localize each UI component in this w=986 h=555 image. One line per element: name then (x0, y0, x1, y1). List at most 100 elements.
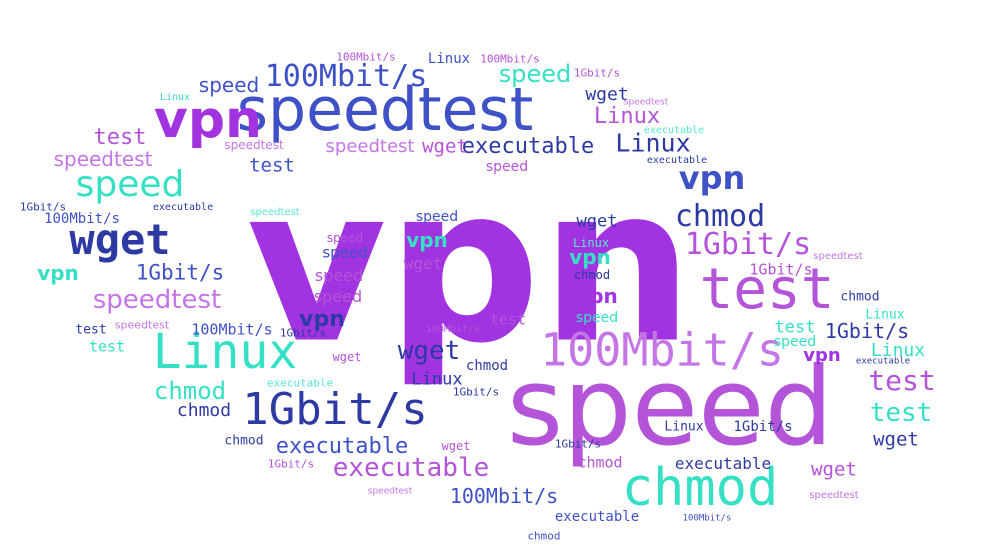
cloud-word-1gbit-s: 1Gbit/s (684, 227, 812, 262)
cloud-word-vpn: vpn (803, 345, 841, 366)
cloud-word-linux: Linux (865, 307, 905, 323)
cloud-word-100mbit-s: 100Mbit/s (425, 324, 481, 335)
cloud-word-vpn: vpn (299, 307, 345, 332)
cloud-word-speedtest: speedtest (236, 75, 534, 145)
cloud-word-chmod: chmod (621, 458, 779, 518)
cloud-word-executable: executable (275, 434, 409, 459)
cloud-word-1gbit-s: 1Gbit/s (267, 457, 315, 471)
cloud-word-test: test (75, 322, 107, 338)
cloud-word-linux: Linux (152, 324, 298, 380)
cloud-word-speedtest: speedtest (809, 490, 859, 501)
cloud-word-linux: Linux (411, 369, 463, 390)
cloud-word-test: test (869, 398, 933, 428)
cloud-word-linux: Linux (427, 51, 471, 67)
cloud-word-1gbit-s: 1Gbit/s (554, 437, 602, 451)
cloud-word-1gbit-s: 1Gbit/s (19, 200, 67, 214)
cloud-word-1gbit-s: 1Gbit/s (824, 319, 910, 343)
cloud-word-wget: wget (422, 135, 468, 158)
cloud-word-vpn: vpn (246, 139, 694, 391)
cloud-word-speed: speed (415, 209, 459, 225)
cloud-word-speed: speed (322, 243, 368, 262)
cloud-word-speed: speed (326, 231, 364, 245)
cloud-word-chmod: chmod (153, 377, 227, 405)
cloud-word-speedtest: speedtest (325, 136, 415, 157)
cloud-word-vpn: vpn (153, 90, 263, 150)
cloud-word-executable: executable (266, 376, 334, 390)
cloud-word-vpn: vpn (569, 245, 611, 269)
cloud-word-chmod: chmod (674, 199, 766, 234)
cloud-word-executable: executable (461, 134, 595, 159)
cloud-word-100mbit-s: 100Mbit/s (191, 320, 273, 339)
cloud-word-vpn: vpn (37, 261, 79, 285)
cloud-word-1gbit-s: 1Gbit/s (279, 326, 327, 340)
cloud-word-speedtest: speedtest (224, 138, 284, 152)
cloud-word-linux: Linux (870, 340, 926, 361)
cloud-word-vpn: vpn (678, 159, 746, 197)
cloud-word-speed: speed (575, 310, 619, 326)
cloud-word-test: test (774, 317, 816, 338)
cloud-word-speed: speed (314, 266, 364, 285)
cloud-word-executable: executable (855, 356, 911, 367)
cloud-word-1gbit-s: 1Gbit/s (749, 260, 813, 279)
cloud-word-chmod: chmod (840, 289, 880, 305)
cloud-word-100mbit-s: 100Mbit/s (682, 513, 732, 524)
cloud-word-chmod: chmod (176, 400, 232, 421)
cloud-word-speedtest: speedtest (623, 97, 669, 108)
cloud-word-speed: speed (75, 164, 185, 205)
cloud-word-vpn: vpn (576, 284, 618, 308)
cloud-word-linux: Linux (664, 419, 704, 435)
cloud-word-wget: wget (397, 336, 461, 366)
cloud-word-test: test (489, 310, 527, 329)
cloud-word-speed: speed (313, 287, 363, 306)
cloud-word-executable: executable (643, 125, 705, 136)
cloud-word-1gbit-s: 1Gbit/s (135, 260, 225, 285)
cloud-word-speedtest: speedtest (367, 486, 413, 497)
cloud-word-speedtest: speedtest (114, 318, 170, 332)
cloud-word-executable: executable (554, 509, 640, 525)
cloud-word-test: test (699, 257, 835, 322)
cloud-word-1gbit-s: 1Gbit/s (452, 385, 500, 399)
cloud-word-100mbit-s: 100Mbit/s (540, 323, 784, 377)
cloud-word-chmod: chmod (577, 453, 623, 472)
cloud-word-100mbit-s: 100Mbit/s (44, 211, 120, 227)
cloud-word-speed: speed (485, 159, 529, 175)
cloud-word-vpn: vpn (406, 228, 448, 252)
cloud-word-speed: speed (198, 73, 260, 97)
cloud-word-speedtest: speedtest (813, 251, 863, 262)
cloud-word-speedtest: speedtest (53, 147, 153, 171)
cloud-word-speed: speed (506, 345, 834, 470)
cloud-word-speedtest: speedtest (250, 207, 300, 218)
cloud-word-wget: wget (69, 215, 171, 264)
cloud-word-executable: executable (152, 202, 214, 213)
cloud-word-wget: wget (811, 458, 857, 481)
cloud-word-wget: wget (576, 211, 618, 232)
cloud-word-100mbit-s: 100Mbit/s (449, 484, 559, 508)
cloud-word-chmod: chmod (465, 358, 509, 374)
cloud-word-executable: executable (646, 155, 708, 166)
cloud-word-test: test (868, 364, 936, 397)
cloud-word-wget: wget (332, 350, 362, 364)
cloud-word-speedtest: speedtest (92, 285, 222, 315)
cloud-word-wget: wget (585, 84, 629, 105)
cloud-word-speed: speed (773, 334, 817, 350)
cloud-word-test: test (88, 337, 126, 356)
cloud-word-chmod: chmod (224, 433, 264, 449)
cloud-word-100mbit-s: 100Mbit/s (336, 50, 396, 64)
cloud-word-wget: wget (873, 428, 919, 451)
cloud-word-linux: Linux (615, 128, 691, 158)
cloud-word-linux: Linux (572, 236, 610, 250)
cloud-word-speed: speed (498, 60, 572, 88)
cloud-word-1gbit-s: 1Gbit/s (733, 419, 793, 435)
cloud-word-100mbit-s: 100Mbit/s (264, 59, 428, 94)
cloud-word-executable: executable (674, 454, 772, 473)
cloud-word-executable: executable (332, 453, 490, 483)
cloud-word-linux: Linux (593, 104, 661, 129)
cloud-word-test: test (249, 154, 295, 177)
cloud-word-1gbit-s: 1Gbit/s (242, 384, 428, 435)
cloud-word-wget: wget (403, 254, 443, 273)
cloud-word-chmod: chmod (573, 268, 611, 282)
cloud-word-chmod: chmod (527, 529, 561, 543)
cloud-word-test: test (93, 125, 147, 150)
cloud-word-1gbit-s: 1Gbit/s (573, 66, 621, 80)
